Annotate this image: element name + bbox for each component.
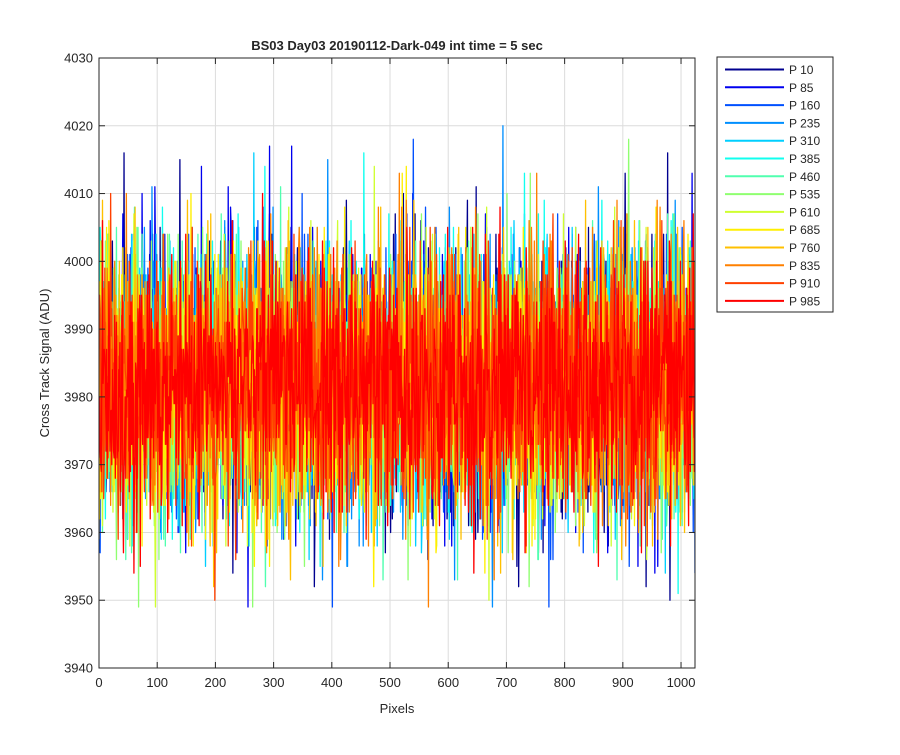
x-tick-label: 900 (612, 675, 634, 690)
legend-label: P 835 (789, 259, 820, 273)
x-tick-label: 300 (263, 675, 285, 690)
legend-label: P 910 (789, 277, 820, 291)
y-axis-label: Cross Track Signal (ADU) (37, 289, 52, 438)
x-tick-labels: 0 100 200 300 400 500 600 700 800 900 1000 (95, 675, 695, 690)
x-tick-label: 1000 (667, 675, 696, 690)
legend-label: P 535 (789, 188, 820, 202)
x-tick-label: 700 (496, 675, 518, 690)
y-tick-label: 4020 (64, 118, 93, 133)
y-tick-label: 4030 (64, 51, 93, 66)
legend-item[interactable]: P 835 (725, 259, 820, 273)
legend-item[interactable]: P 985 (725, 294, 820, 308)
legend-item[interactable]: P 10 (725, 63, 814, 77)
legend-label: P 685 (789, 223, 820, 237)
y-tick-label: 3980 (64, 389, 93, 404)
y-tick-label: 4000 (64, 254, 93, 269)
y-tick-label: 3940 (64, 661, 93, 676)
legend-label: P 85 (789, 81, 814, 95)
x-tick-label: 500 (379, 675, 401, 690)
legend-item[interactable]: P 910 (725, 277, 820, 291)
y-tick-label: 4010 (64, 186, 93, 201)
legend-item[interactable]: P 385 (725, 152, 820, 166)
series-line-p985 (99, 192, 695, 574)
chart-title: BS03 Day03 20190112-Dark-049 int time = … (251, 38, 543, 53)
legend-item[interactable]: P 460 (725, 170, 820, 184)
y-tick-label: 3950 (64, 593, 93, 608)
legend-item[interactable]: P 610 (725, 205, 820, 219)
x-tick-label: 0 (95, 675, 102, 690)
legend-item[interactable]: P 85 (725, 81, 814, 95)
legend-label: P 310 (789, 134, 820, 148)
legend-item[interactable]: P 310 (725, 134, 820, 148)
y-tick-label: 3970 (64, 457, 93, 472)
y-tick-label: 3960 (64, 525, 93, 540)
legend-label: P 160 (789, 99, 820, 113)
x-tick-label: 100 (146, 675, 168, 690)
series-layer (99, 125, 695, 608)
ticks (98, 57, 695, 669)
legend[interactable]: P 10 P 85 P 160 P 235 P 310 P 385 P 460 P 535 P … (716, 56, 834, 313)
legend-item[interactable]: P 760 (725, 241, 820, 255)
x-axis-label: Pixels (380, 701, 415, 716)
legend-box (716, 56, 834, 313)
legend-label: P 985 (789, 294, 820, 308)
y-tick-label: 3990 (64, 322, 93, 337)
legend-label: P 10 (789, 63, 814, 77)
legend-item[interactable]: P 685 (725, 223, 820, 237)
legend-label: P 760 (789, 241, 820, 255)
legend-label: P 385 (789, 152, 820, 166)
legend-label: P 235 (789, 116, 820, 130)
x-tick-label: 400 (321, 675, 343, 690)
x-tick-label: 600 (437, 675, 459, 690)
legend-item[interactable]: P 535 (725, 188, 820, 202)
x-tick-label: 800 (554, 675, 576, 690)
legend-item[interactable]: P 235 (725, 116, 820, 130)
x-tick-label: 200 (205, 675, 227, 690)
y-tick-labels: 3940 3950 3960 3970 3980 3990 4000 4010 4020 4030 (64, 51, 93, 676)
plot-frame (98, 57, 696, 669)
legend-item[interactable]: P 160 (725, 99, 820, 113)
legend-label: P 610 (789, 205, 820, 219)
legend-label: P 460 (789, 170, 820, 184)
